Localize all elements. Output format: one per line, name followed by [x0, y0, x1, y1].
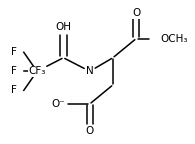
Text: O: O: [86, 126, 94, 136]
Text: CF₃: CF₃: [28, 66, 46, 76]
Text: O⁻: O⁻: [51, 99, 65, 109]
Text: O: O: [132, 8, 140, 18]
Text: N: N: [86, 66, 94, 76]
Text: OCH₃: OCH₃: [161, 34, 188, 44]
Text: F: F: [11, 47, 17, 57]
Text: F: F: [11, 85, 17, 95]
Text: OH: OH: [55, 21, 71, 32]
Text: OH: OH: [55, 21, 71, 32]
Text: F: F: [11, 66, 17, 76]
